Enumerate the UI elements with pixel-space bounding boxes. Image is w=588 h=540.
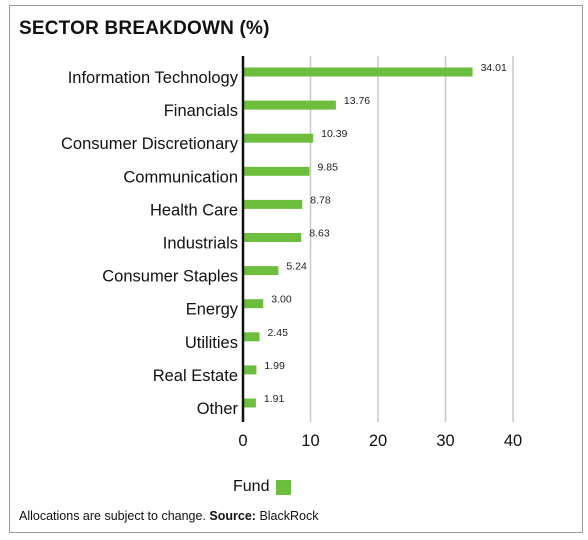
value-label: 10.39 (321, 128, 347, 140)
bar (243, 67, 473, 77)
value-label: 5.24 (286, 261, 307, 273)
category-label: Real Estate (153, 367, 238, 385)
bar (243, 133, 314, 143)
footer-source-label: Source: (209, 509, 256, 523)
x-tick-label: 0 (238, 432, 247, 450)
chart-frame (9, 5, 583, 533)
legend-label: Fund (233, 478, 270, 495)
footer-note: Allocations are subject to change. Sourc… (19, 509, 318, 523)
bar (243, 199, 303, 209)
value-label: 8.63 (309, 228, 330, 240)
value-label: 9.85 (317, 161, 338, 173)
category-label: Communication (123, 168, 238, 186)
value-label: 2.45 (268, 327, 289, 339)
legend: Fund (233, 478, 292, 496)
bar (243, 365, 257, 375)
bar (243, 100, 336, 110)
category-label: Consumer Staples (102, 268, 238, 286)
category-label: Industrials (163, 235, 238, 253)
category-label: Health Care (150, 201, 238, 219)
category-label: Utilities (185, 334, 238, 352)
category-label: Consumer Discretionary (61, 135, 239, 153)
footer-text: Allocations are subject to change. (19, 509, 206, 523)
bar-chart: 0 10 20 30 40 Information Technology 34.01 Fina… (61, 56, 522, 450)
chart-title: SECTOR BREAKDOWN (%) (19, 18, 270, 39)
bar (243, 233, 302, 242)
footer-source-value: BlackRock (259, 509, 319, 523)
value-label: 34.01 (481, 62, 507, 74)
gridlines (309, 56, 514, 422)
value-label: 13.76 (344, 95, 370, 107)
value-label: 8.78 (310, 194, 331, 206)
value-label: 1.91 (264, 393, 285, 405)
labels: 0 10 20 30 40 Information Technology 34.01 Fina… (61, 62, 522, 450)
category-label: Other (197, 400, 239, 418)
value-label: 1.99 (264, 360, 285, 372)
legend-swatch (276, 479, 292, 495)
x-tick-label: 20 (369, 432, 387, 450)
bar (243, 166, 310, 176)
bars (243, 67, 473, 408)
x-tick-label: 30 (436, 432, 454, 450)
category-label: Information Technology (68, 69, 239, 87)
category-label: Financials (164, 102, 238, 120)
x-tick-label: 10 (301, 432, 319, 450)
bar (243, 398, 256, 408)
x-tick-label: 40 (504, 432, 522, 450)
bar (243, 299, 264, 309)
bar (243, 332, 260, 342)
bar (243, 266, 279, 276)
value-label: 3.00 (271, 294, 292, 306)
category-label: Energy (186, 301, 239, 319)
